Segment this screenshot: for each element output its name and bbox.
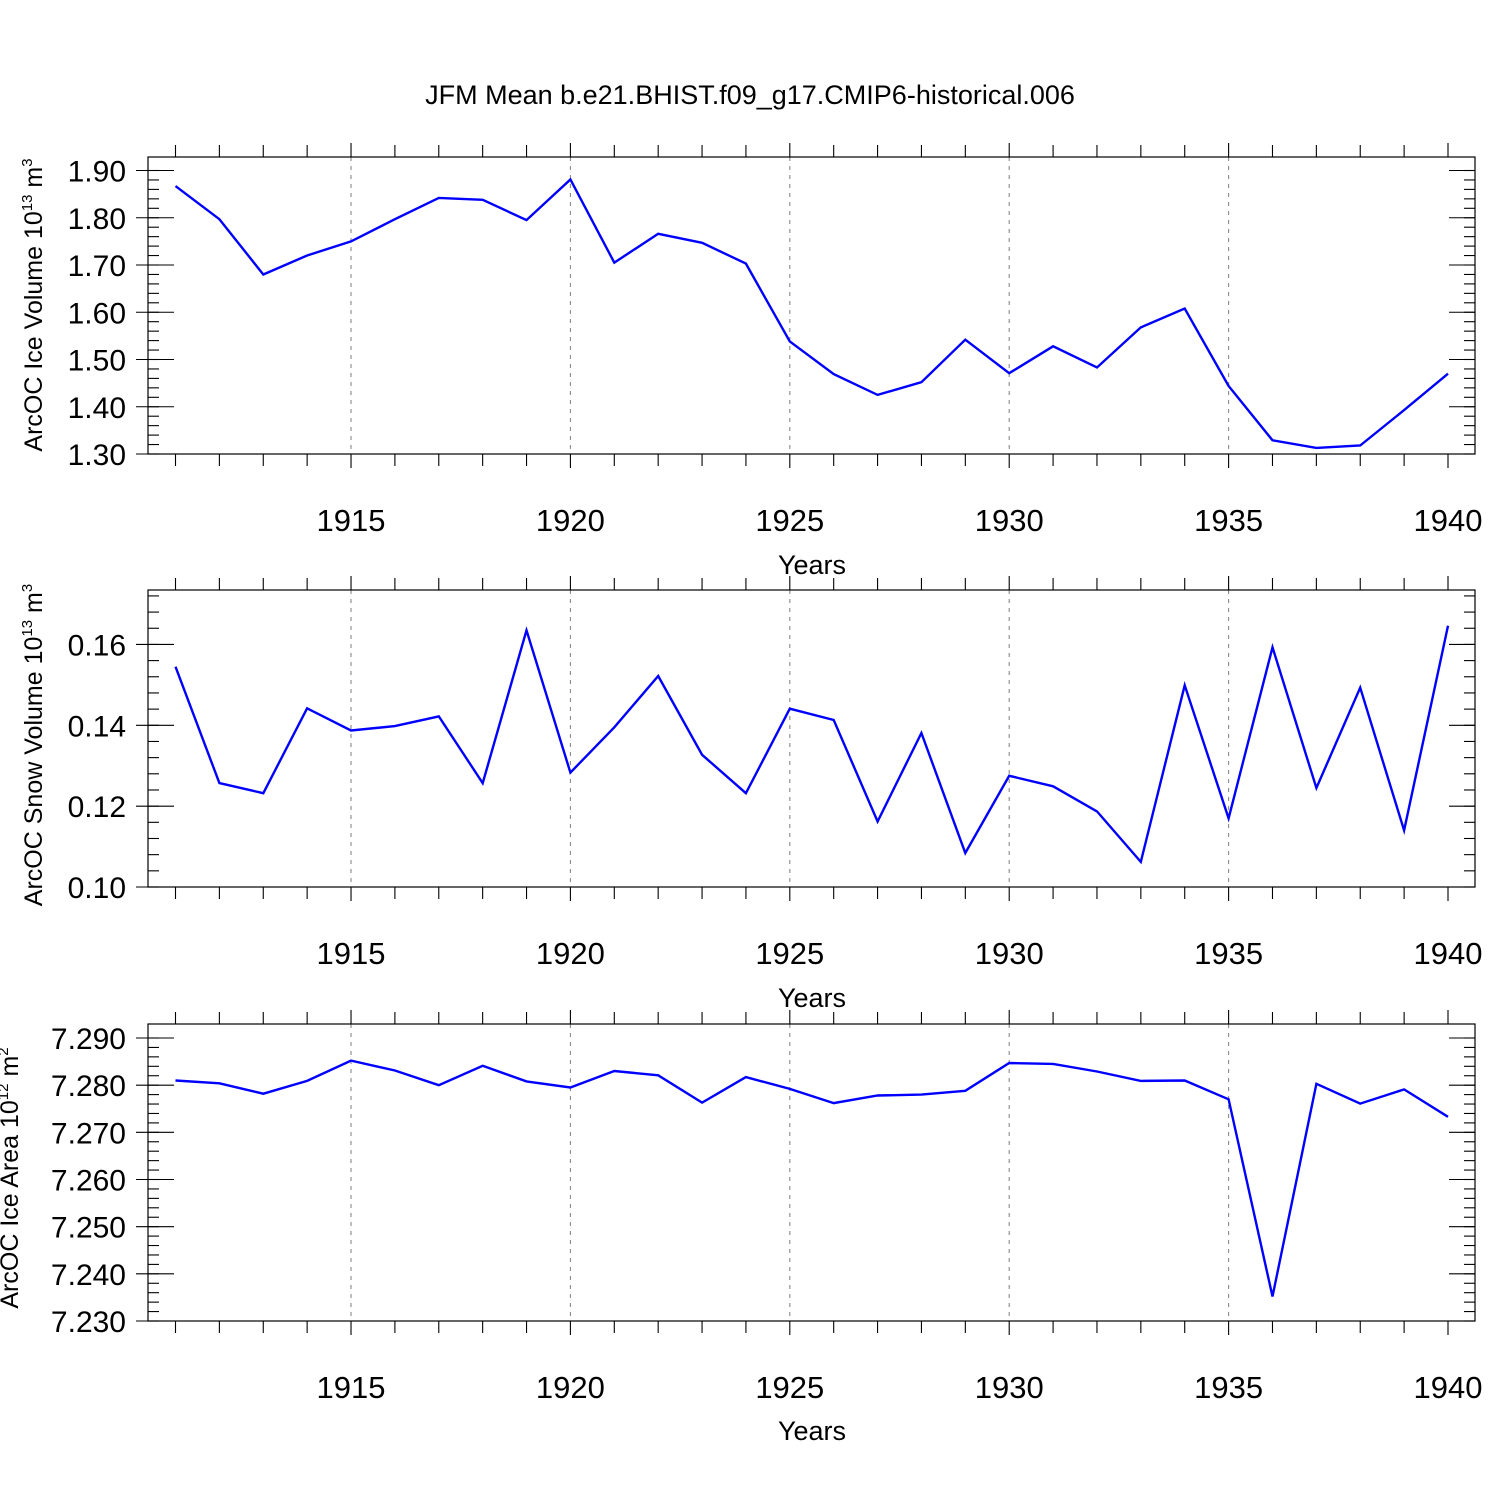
panel-ice-volume: 1.30 1.40 1.50 1.60 1.70 1.80 1.90 1915 1920 192…	[19, 143, 1482, 580]
x-axis-label-ice-volume: Years	[778, 550, 846, 580]
x-tick-label-ice-volume-1935: 1935	[1194, 503, 1263, 538]
x-tick-label-ice-area-1920: 1920	[536, 1370, 605, 1405]
y-tick-label-ice-volume-5: 1.80	[68, 203, 126, 236]
y-tick-label-snow-volume-0: 0.10	[68, 872, 126, 905]
plot-frame-snow-volume	[147, 589, 1476, 888]
y-tick-label-ice-area-6: 7.290	[51, 1023, 126, 1056]
x-tick-label-snow-volume-1935: 1935	[1194, 936, 1263, 971]
x-tick-label-ice-volume-1920: 1920	[536, 503, 605, 538]
y-tick-label-ice-area-3: 7.260	[51, 1165, 126, 1198]
x-axis-label-snow-volume: Years	[778, 983, 846, 1013]
y-tick-label-ice-area-2: 7.250	[51, 1212, 126, 1245]
y-tick-label-snow-volume-2: 0.14	[68, 710, 126, 743]
plot-frame-ice-area	[147, 1023, 1476, 1322]
x-tick-label-ice-area-1915: 1915	[317, 1370, 386, 1405]
y-tick-label-snow-volume-1: 0.12	[68, 791, 126, 824]
series-line-snow-volume	[174, 625, 1450, 865]
x-tick-label-snow-volume-1930: 1930	[975, 936, 1044, 971]
y-tick-label-ice-volume-1: 1.40	[68, 392, 126, 425]
y-tick-label-ice-area-4: 7.270	[51, 1117, 126, 1150]
y-axis-label-ice-area: ArcOC Ice Area 1012 m2	[0, 1047, 24, 1308]
x-tick-label-snow-volume-1925: 1925	[755, 936, 824, 971]
x-tick-label-ice-area-1935: 1935	[1194, 1370, 1263, 1405]
x-tick-label-ice-area-1930: 1930	[975, 1370, 1044, 1405]
x-tick-label-ice-area-1940: 1940	[1414, 1370, 1483, 1405]
y-tick-label-snow-volume-3: 0.16	[68, 629, 126, 662]
x-tick-label-ice-volume-1915: 1915	[317, 503, 386, 538]
x-tick-label-snow-volume-1915: 1915	[317, 936, 386, 971]
x-tick-label-ice-area-1925: 1925	[755, 1370, 824, 1405]
y-tick-label-ice-area-1: 7.240	[51, 1259, 126, 1292]
y-tick-label-ice-volume-4: 1.70	[68, 250, 126, 283]
panel-ice-area: 7.230 7.240 7.250 7.260 7.270 7.280 7.290 1915…	[0, 1010, 1482, 1446]
x-axis-label-ice-area: Years	[778, 1416, 846, 1446]
series-line-ice-area	[175, 1059, 1449, 1297]
series-line-ice-volume	[174, 177, 1449, 450]
y-axis-label-ice-volume: ArcOC Ice Volume 1013 m3	[19, 158, 48, 451]
x-tick-label-ice-volume-1930: 1930	[975, 503, 1044, 538]
panel-snow-volume: 0.10 0.12 0.14 0.16 1915 1920 1925 1930 1935 194…	[19, 576, 1482, 1013]
y-tick-label-ice-volume-6: 1.90	[68, 156, 126, 189]
y-tick-label-ice-area-5: 7.280	[51, 1070, 126, 1103]
x-tick-label-snow-volume-1920: 1920	[536, 936, 605, 971]
y-tick-label-ice-volume-3: 1.60	[68, 297, 126, 330]
figure-title: JFM Mean b.e21.BHIST.f09_g17.CMIP6-histo…	[425, 80, 1075, 110]
x-tick-label-ice-volume-1925: 1925	[755, 503, 824, 538]
y-tick-label-ice-volume-2: 1.50	[68, 345, 126, 378]
y-axis-label-snow-volume: ArcOC Snow Volume 1013 m3	[19, 584, 48, 906]
x-tick-label-snow-volume-1940: 1940	[1414, 936, 1483, 971]
y-tick-label-ice-volume-0: 1.30	[68, 439, 126, 472]
y-tick-label-ice-area-0: 7.230	[51, 1306, 126, 1339]
plot-frame-ice-volume	[147, 156, 1476, 455]
x-tick-label-ice-volume-1940: 1940	[1414, 503, 1483, 538]
